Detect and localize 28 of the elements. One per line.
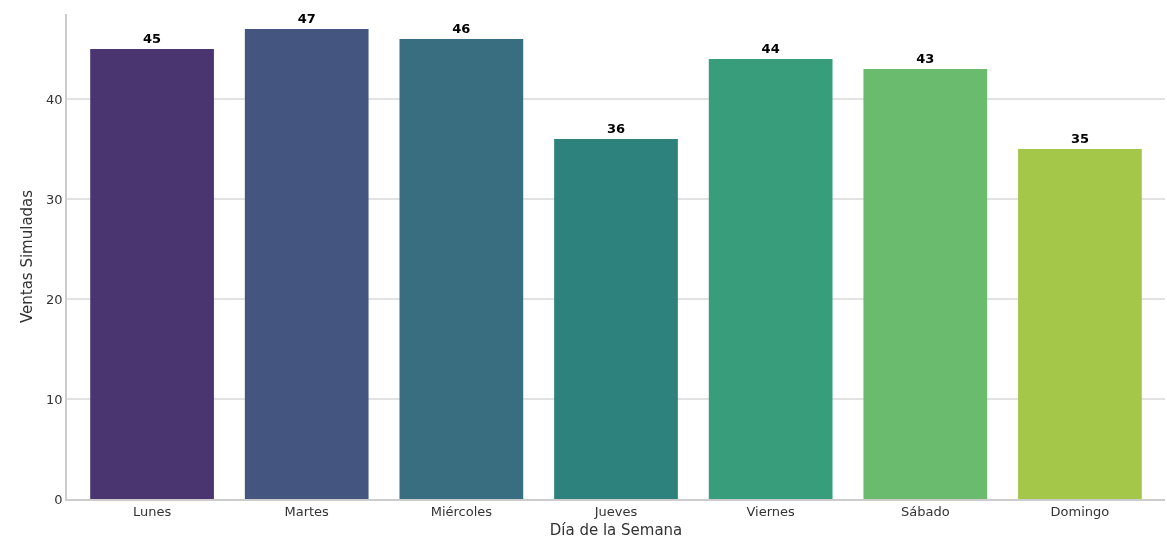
bar (90, 49, 214, 499)
data-label: 36 (606, 121, 626, 136)
bar (1018, 149, 1142, 499)
x-tick-label: Viernes (746, 504, 796, 520)
x-axis-title: Día de la Semana (549, 520, 683, 539)
y-axis-title: Ventas Simuladas (17, 189, 36, 324)
x-tick-label: Sábado (900, 504, 950, 520)
bar (399, 39, 524, 499)
bar (554, 139, 678, 499)
x-tick-label: Martes (284, 504, 330, 520)
bar (863, 69, 988, 499)
data-label: 44 (761, 41, 780, 56)
bar (708, 59, 833, 499)
y-tick-label: 10 (46, 391, 63, 407)
data-label: 35 (1070, 131, 1089, 146)
x-tick-label: Jueves (593, 504, 638, 520)
data-label: 43 (916, 51, 935, 66)
data-label: 45 (143, 31, 162, 46)
bar (244, 29, 369, 499)
y-tick-label: 30 (46, 191, 63, 207)
y-tick-label: 0 (54, 491, 63, 507)
x-tick-label: Domingo (1050, 504, 1110, 520)
data-label: 46 (452, 21, 471, 36)
x-tick-label: Miércoles (430, 504, 493, 520)
data-label: 47 (297, 11, 316, 26)
x-tick-label: Lunes (132, 504, 172, 520)
y-tick-label: 20 (46, 291, 63, 307)
y-tick-label: 40 (46, 91, 63, 107)
